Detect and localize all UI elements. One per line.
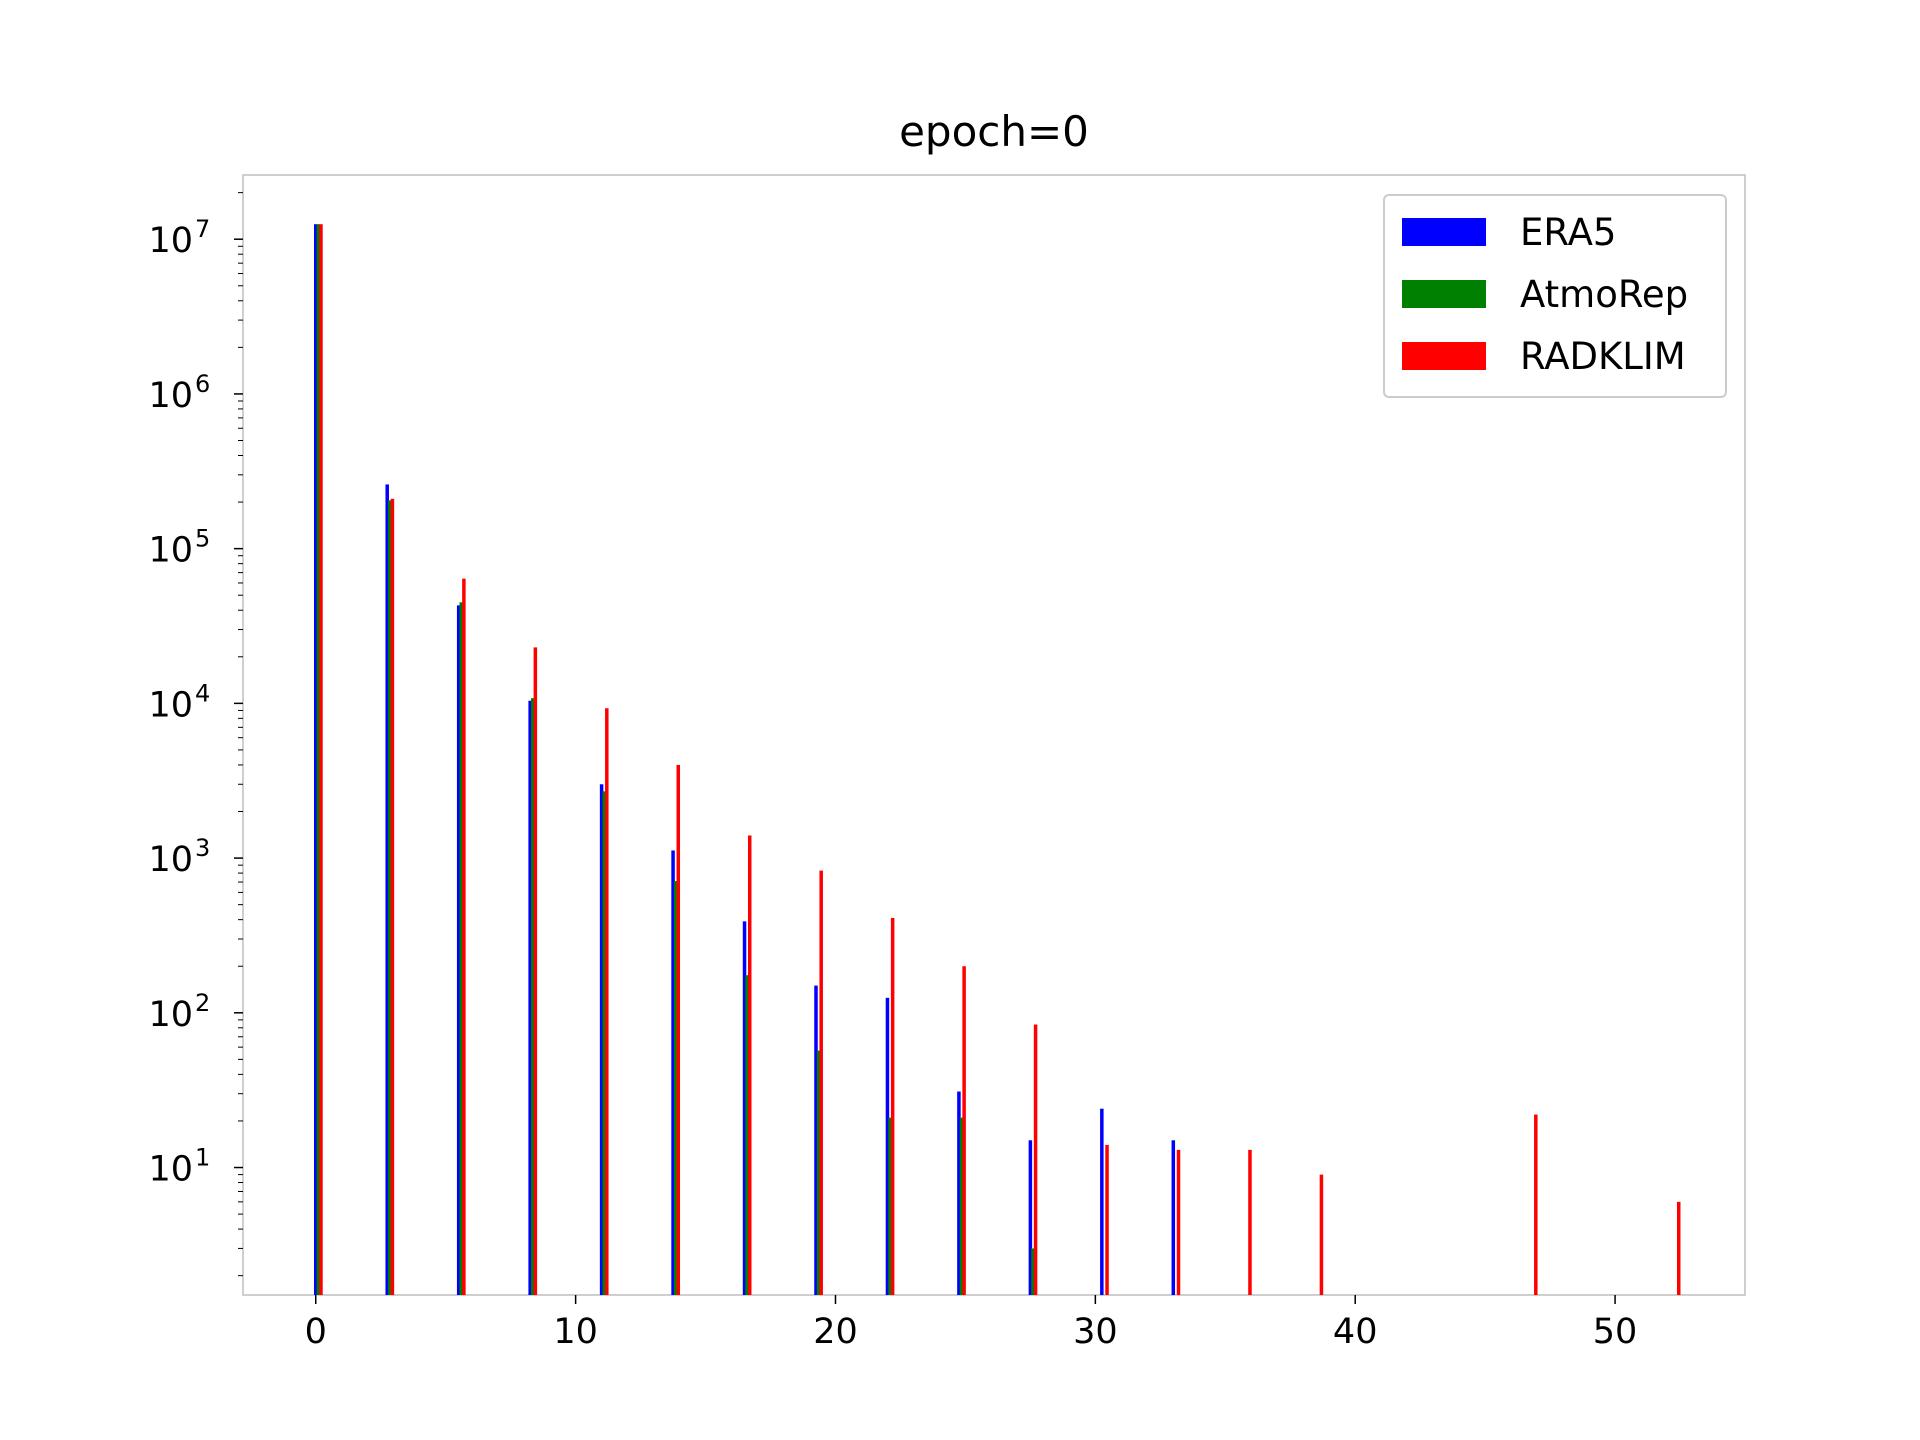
bar-radklim-0 [319,224,323,1295]
y-tick-label: 10 [148,221,193,261]
bar-era5-7 [814,985,818,1295]
x-tick-label: 20 [813,1312,858,1352]
bar-radklim-1 [390,498,395,1295]
x-tick-label: 0 [305,1312,327,1352]
x-tick-label: 30 [1073,1312,1118,1352]
bar-atmorep-1 [388,500,392,1295]
legend-label-radklim: RADKLIM [1520,335,1686,378]
bar-atmorep-5 [673,881,678,1295]
bar-era5-3 [528,700,532,1295]
bar-atmorep-3 [530,698,535,1295]
x-axis: 0 10 20 30 40 50 [305,1295,1638,1352]
y-tick-label: 10 [148,376,193,416]
y-tick-label: 10 [148,531,193,571]
y-tick-exponent: 1 [195,1144,210,1172]
bar-atmorep-7 [816,1050,821,1295]
legend-label-atmorep: AtmoRep [1520,273,1688,316]
bar-radklim-10 [1033,1024,1038,1295]
bar-atmorep-0 [316,224,321,1295]
bar-radklim-2 [462,578,466,1295]
bar-era5-11 [1100,1108,1104,1295]
bar-atmorep-8 [888,1117,892,1295]
y-tick-label: 10 [148,1150,193,1190]
bar-era5-5 [671,850,675,1295]
bar-radklim-13 [1248,1149,1252,1295]
plot-area [242,174,1746,1296]
bar-radklim-12 [1176,1149,1181,1295]
bar-radklim-7 [819,870,823,1295]
bar-radklim-15 [1534,1114,1538,1295]
bar-atmorep-4 [602,791,606,1295]
x-tick-label: 50 [1593,1312,1638,1352]
bar-era5-10 [1028,1140,1033,1295]
bar-era5-1 [385,484,389,1295]
y-tick-exponent: 5 [195,525,210,553]
bar-era5-9 [957,1091,961,1295]
y-tick-label: 10 [148,840,193,880]
legend-swatch-radklim [1402,342,1486,370]
y-tick-label: 10 [148,995,193,1035]
bar-era5-6 [742,921,747,1295]
bar-radklim-14 [1319,1174,1324,1295]
legend-swatch-atmorep [1402,280,1486,308]
bar-radklim-9 [962,966,966,1295]
bar-atmorep-6 [745,975,749,1295]
bar-radklim-5 [676,764,681,1295]
bar-radklim-11 [1105,1144,1109,1295]
y-tick-exponent: 2 [195,989,210,1017]
bar-era5-2 [456,605,461,1295]
x-tick-label: 40 [1333,1312,1378,1352]
bar-atmorep-9 [959,1117,964,1295]
y-tick-exponent: 4 [195,679,210,707]
bar-radklim-8 [890,917,895,1295]
y-tick-label: 10 [148,685,193,725]
legend-label-era5: ERA5 [1520,211,1616,254]
bar-era5-0 [314,224,318,1295]
bar-era5-4 [599,784,604,1295]
bar-radklim-3 [533,647,538,1295]
bar-atmorep-10 [1031,1248,1035,1295]
bars-group [314,224,1681,1295]
bar-atmorep-2 [459,602,464,1295]
bar-era5-12 [1171,1140,1176,1295]
y-tick-exponent: 6 [195,370,210,398]
bar-radklim-4 [605,708,609,1295]
bar-era5-8 [885,997,890,1295]
bar-radklim-16 [1676,1201,1681,1295]
chart-title: epoch=0 [899,107,1089,156]
bar-radklim-6 [747,835,752,1295]
legend: ERA5 AtmoRep RADKLIM [1383,194,1727,398]
legend-swatch-era5 [1402,218,1486,246]
x-tick-label: 10 [553,1312,598,1352]
y-tick-exponent: 7 [195,215,210,243]
y-tick-exponent: 3 [195,834,210,862]
